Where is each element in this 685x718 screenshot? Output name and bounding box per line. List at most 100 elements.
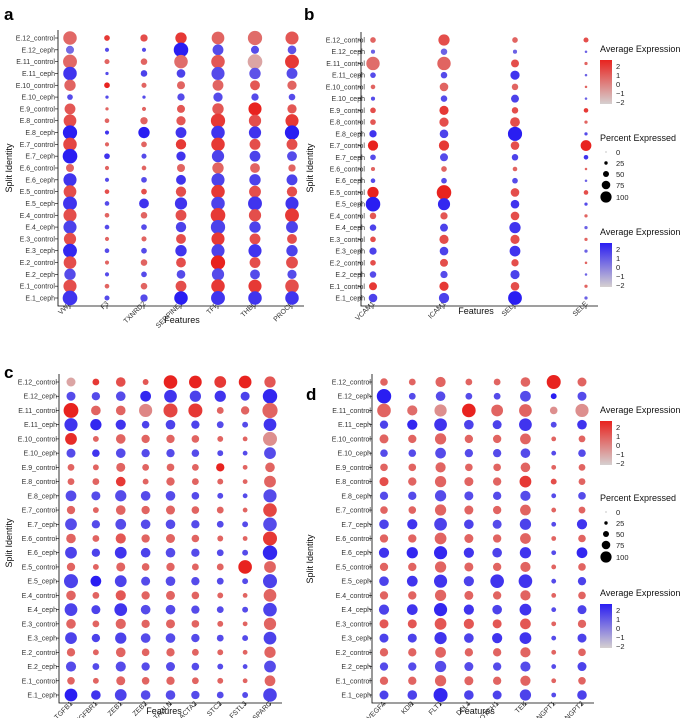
panel-c-dot [264, 561, 276, 573]
panel-d-dot [518, 574, 533, 588]
panel-b-row-label: E.5_control [330, 190, 366, 197]
panel-d-dot [578, 506, 586, 514]
panel-a-dot [141, 236, 147, 242]
panel-d-dot [551, 436, 557, 442]
panel-a-dot [213, 92, 223, 102]
panel-c-dot [191, 690, 200, 700]
panel-d-dot [551, 493, 557, 499]
avg-tick-2-d: 2 [616, 423, 620, 432]
panel-c-dot [141, 619, 150, 629]
panel-a-dot [211, 150, 225, 163]
panel-d-dot [577, 690, 587, 700]
panel-a-dot [211, 173, 225, 187]
panel-d-dot [434, 631, 447, 645]
panel-c-row-label: E.11_control [18, 408, 57, 415]
pct-tick-25-d: 25 [616, 519, 624, 528]
panel-c-dot [140, 633, 151, 643]
panel-a-dot [63, 208, 77, 222]
panel-b-dot [584, 202, 588, 206]
panel-a-row-label: E.2_ceph [25, 272, 55, 279]
panel-d-dot [519, 603, 532, 616]
panel-b-dot [507, 126, 523, 141]
panel-b-y-axis-label: Split Identity [305, 143, 315, 193]
panel-a-dot [211, 244, 225, 258]
panel-b-dot [508, 291, 522, 305]
panel-a-dot [211, 66, 225, 81]
pct-tick-75: 75 [616, 181, 624, 190]
panel-c-dot [166, 590, 175, 600]
panel-d-dot [492, 662, 502, 671]
panel-c-dot [115, 647, 126, 658]
panel-c-dot [217, 535, 224, 542]
panel-b-dot [511, 107, 519, 114]
panel-c-dot [191, 420, 200, 429]
panel-a-dot [140, 58, 148, 65]
panel-c-dot [238, 375, 252, 389]
panel-d-dot [578, 463, 586, 471]
panel-a-dot [247, 54, 263, 69]
panel-d-dot [378, 604, 390, 615]
panel-d-dot [551, 507, 557, 513]
panel-b-dot [584, 50, 588, 53]
panel-c-dot [262, 402, 278, 419]
panel-c-dot [91, 520, 101, 529]
panel-c-dot [92, 535, 100, 542]
panel-b-row-label: E.11_ceph [332, 73, 365, 80]
panel-d-label: d [306, 385, 316, 404]
panel-b-dot [369, 130, 377, 138]
panel-c-dot [114, 603, 128, 616]
panel-b-dot [510, 141, 520, 150]
panel-c-dot [217, 592, 224, 599]
panel-c-dot [242, 436, 248, 442]
panel-c-dot [263, 517, 277, 532]
panel-c-dot [166, 505, 175, 515]
panel-d-dot [464, 662, 474, 672]
panel-a-dot [250, 80, 260, 91]
panel-d-dot [407, 405, 418, 416]
panel-b-row-label: E.6_ceph [335, 178, 365, 185]
pct-legend-dot-25-d [604, 521, 608, 525]
panel-c-dot [242, 493, 248, 499]
panel-a-dot [210, 207, 226, 223]
panel-d-dot [379, 576, 389, 586]
panel-b-row-label: E.12_ceph [332, 49, 366, 56]
panel-a-dot [176, 104, 186, 113]
panel-c-dot [92, 478, 100, 485]
panel-b-dot [584, 61, 588, 66]
panel-d-dot [551, 450, 557, 456]
panel-c-dot [265, 462, 275, 473]
panel-d-dot [492, 632, 503, 644]
panel-c-dot [140, 690, 151, 700]
panel-c-dot [191, 463, 199, 471]
panel-a-dot [176, 116, 186, 126]
panel-c-axes [58, 374, 282, 704]
panel-b-dot [439, 281, 449, 291]
percent-expressed-title-d: Percent Expressed [600, 493, 676, 503]
panel-c-dot [242, 649, 248, 655]
panel-a-dot [174, 197, 188, 210]
panel-c-dot [163, 375, 178, 389]
panel-d-dot [578, 591, 586, 600]
panel-d-row-label: E.6_ceph [341, 550, 371, 557]
panel-d-dot [578, 648, 586, 657]
panel-c-dot [191, 648, 199, 656]
panel-b-row-label: E.7_ceph [335, 155, 365, 162]
panel-c-dot [166, 619, 175, 629]
panel-c-dot [63, 403, 79, 418]
panel-b-dot [584, 73, 588, 77]
panel-d-dot [464, 434, 474, 444]
panel-a-dot [248, 291, 262, 305]
panel-c-dot [141, 576, 151, 586]
panel-d-dot [434, 517, 447, 531]
panel-c-row-label: E.12_ceph [24, 394, 58, 401]
panel-c-dot [67, 463, 75, 471]
panel-d-dot [379, 591, 389, 600]
panel-d-dot [551, 649, 557, 655]
panel-d-dot [464, 633, 474, 643]
panel-c-dot [166, 562, 175, 572]
panel-d-dot [577, 577, 587, 586]
panel-b-dot [440, 153, 448, 162]
panel-a-dot [104, 272, 110, 277]
panel-c-dot [141, 505, 150, 515]
